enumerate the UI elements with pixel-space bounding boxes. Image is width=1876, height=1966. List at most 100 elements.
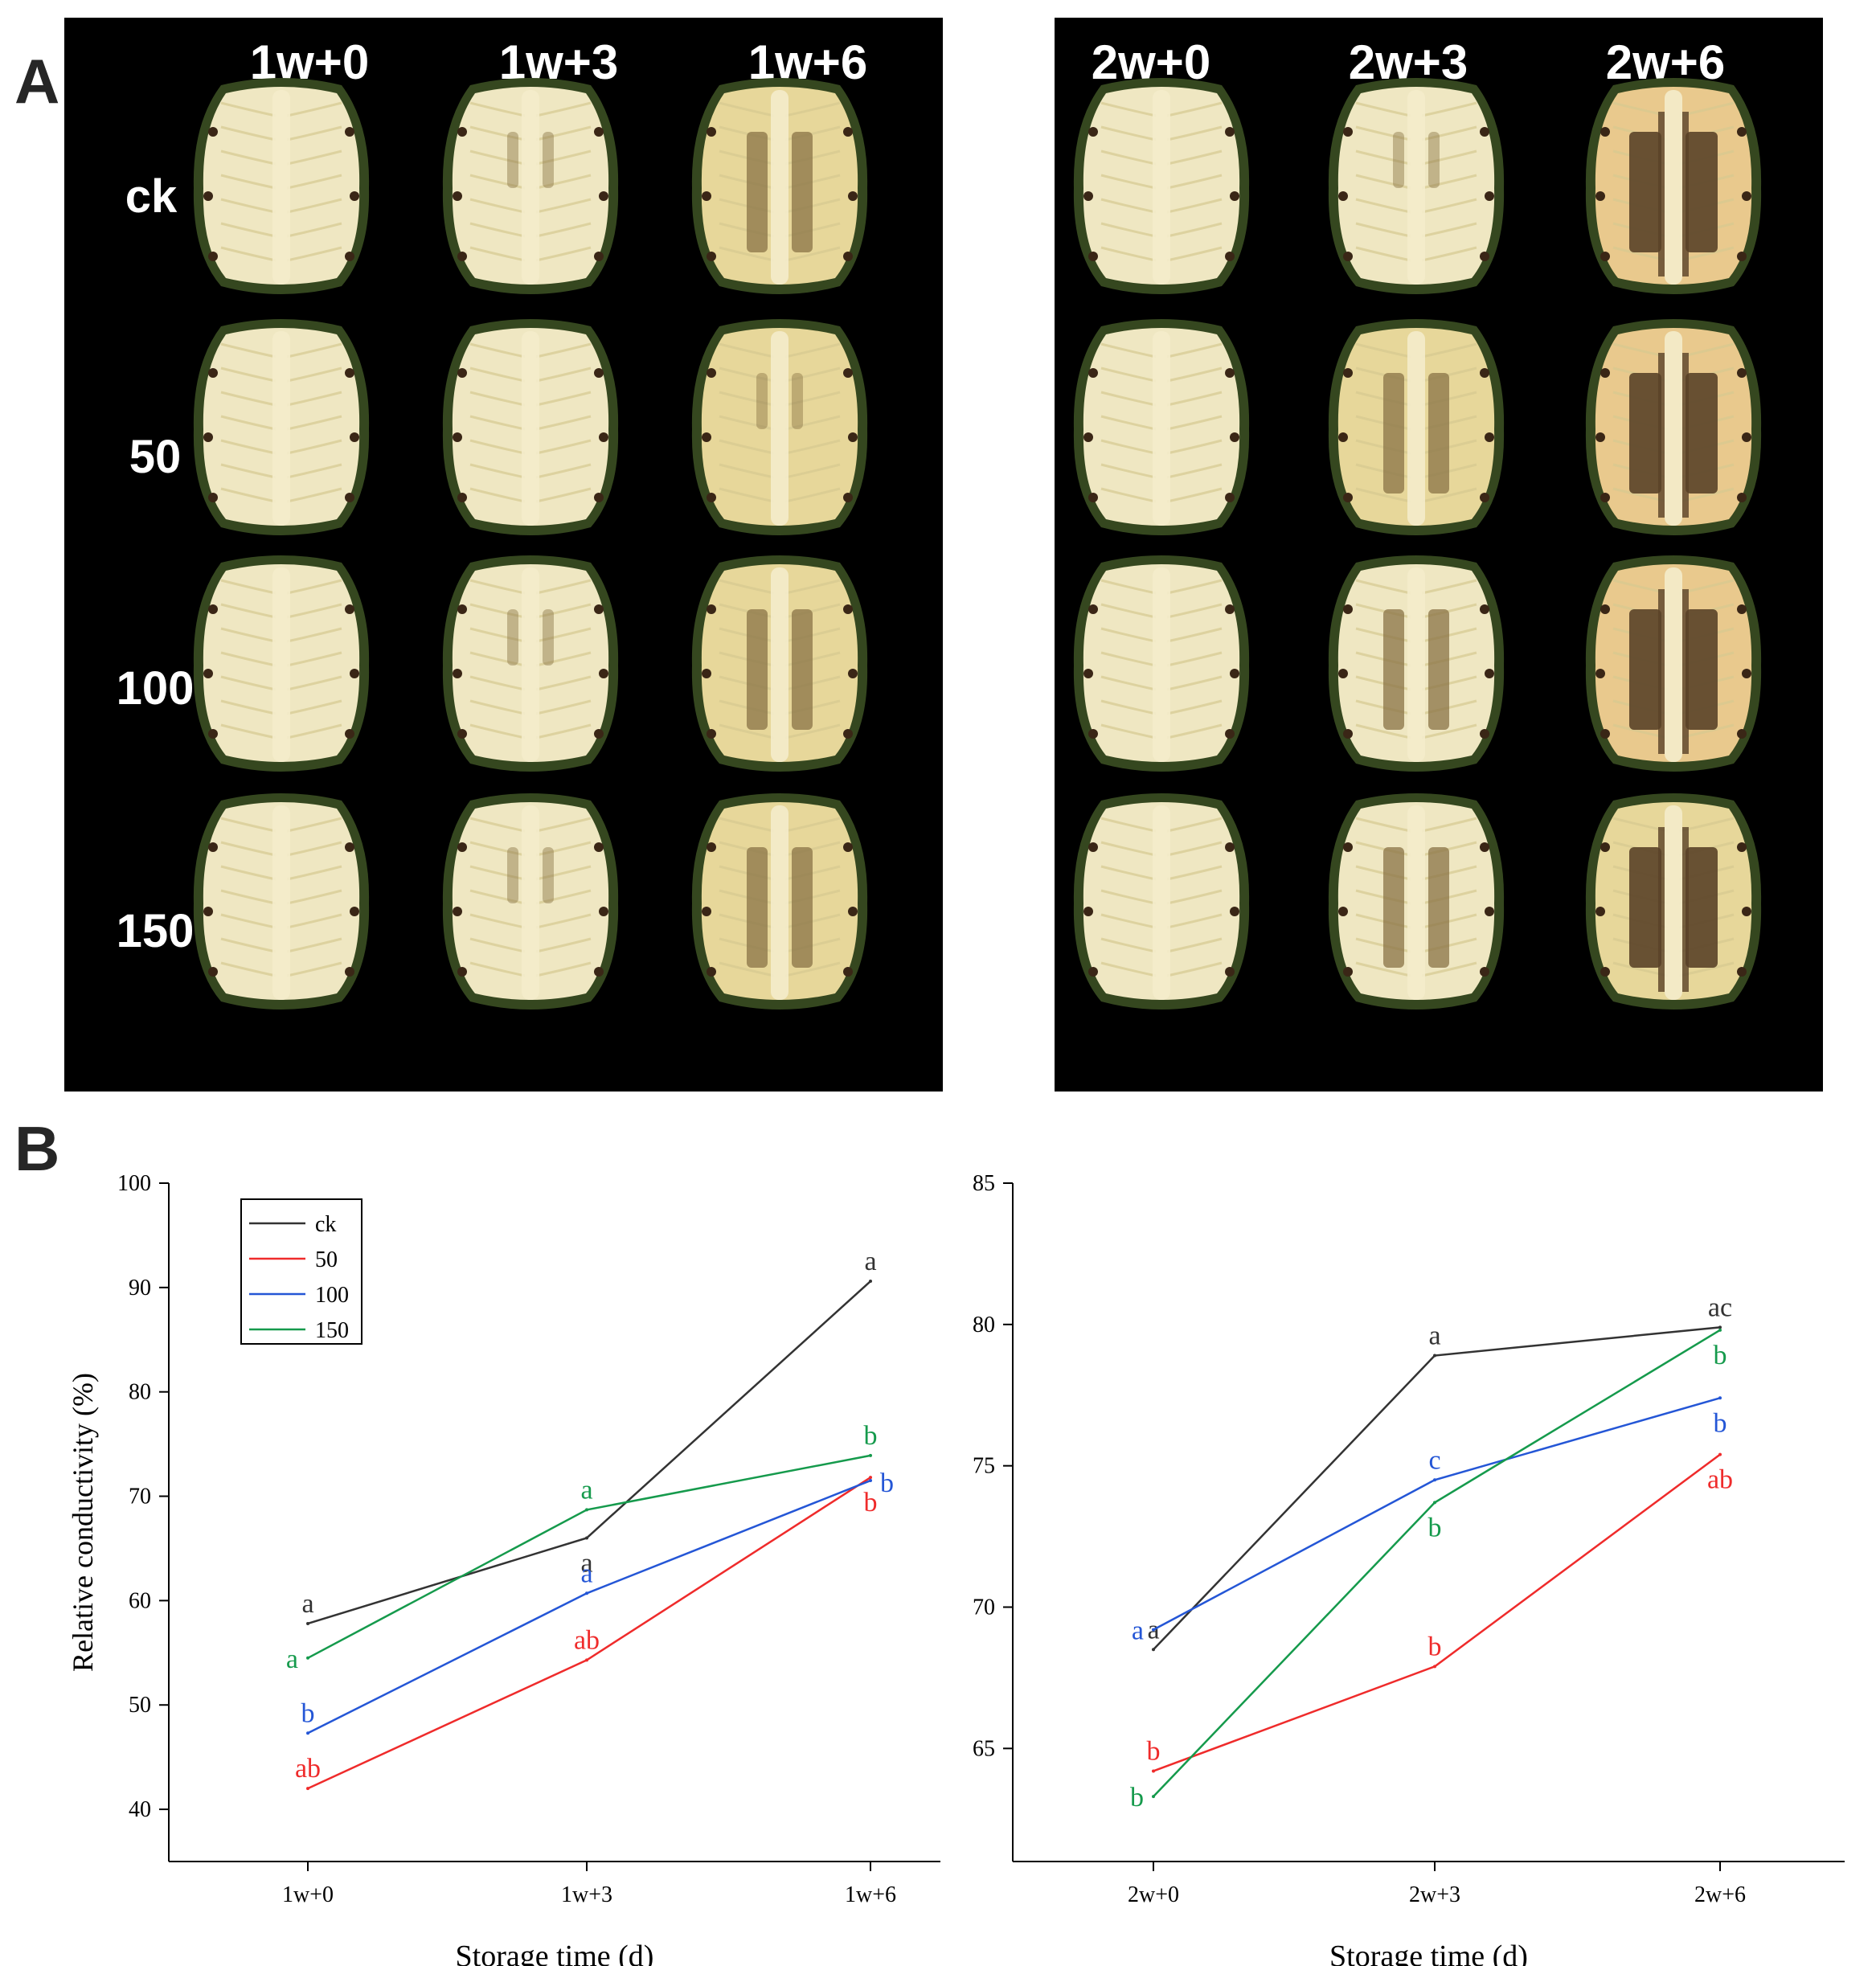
data-point-50: [1433, 1665, 1436, 1669]
panel-b-letter: B: [14, 1113, 60, 1184]
pineapple-1w-row3-col0: [193, 793, 370, 1010]
x-tick-label: 2w+0: [1128, 1882, 1179, 1907]
data-point-50: [1718, 1452, 1722, 1456]
significance-label-100: b: [301, 1698, 315, 1728]
pineapple-2w-row1-col1: [1328, 319, 1505, 535]
data-point-100: [585, 1591, 588, 1595]
x-tick-label: 2w+3: [1409, 1882, 1460, 1907]
pineapple-2w-row2-col2: [1585, 555, 1762, 772]
significance-label-ck: a: [1428, 1321, 1440, 1351]
data-point-150: [1718, 1328, 1722, 1332]
x-tick-label: 2w+6: [1694, 1882, 1746, 1907]
data-point-100: [1718, 1396, 1722, 1400]
y-tick-label: 60: [129, 1588, 151, 1613]
photo-panel-2w: 2w+0 2w+3 2w+6: [1055, 18, 1823, 1092]
pineapple-2w-row2-col1: [1328, 555, 1505, 772]
x-axis-label: Storage time (d): [456, 1939, 654, 1966]
significance-label-100: b: [880, 1468, 894, 1498]
pineapple-1w-row3-col1: [442, 793, 619, 1010]
data-point-150: [1152, 1795, 1155, 1799]
pineapple-1w-row0-col1: [442, 78, 619, 294]
significance-label-150: b: [1714, 1341, 1727, 1370]
data-point-150: [1433, 1501, 1436, 1505]
series-line-150: [1153, 1329, 1721, 1797]
panel-a-letter: A: [14, 46, 60, 117]
data-point-50: [869, 1476, 872, 1480]
significance-label-ck: a: [864, 1247, 876, 1276]
y-axis-label: Relative conductivity (%): [67, 1373, 99, 1672]
data-point-100: [306, 1731, 309, 1735]
y-tick-label: 40: [129, 1797, 151, 1822]
row-label-ck: ck: [125, 170, 178, 223]
y-tick-label: 80: [129, 1380, 151, 1405]
pineapple-2w-row3-col1: [1328, 793, 1505, 1010]
y-tick-label: 70: [129, 1485, 151, 1509]
legend: ck 50 100 150: [240, 1198, 363, 1345]
significance-label-150: b: [1130, 1783, 1144, 1812]
x-tick-label: 1w+6: [845, 1882, 896, 1907]
pineapple-1w-row0-col2: [691, 78, 868, 294]
y-tick-label: 85: [973, 1171, 995, 1196]
significance-label-ck: a: [301, 1589, 313, 1619]
series-line-100: [307, 1479, 871, 1735]
pineapple-1w-row1-col2: [691, 319, 868, 535]
relative-conductivity-chart-2w: 65 70 75 80 85 2w+0 2w+3 2w+6 Storage time (d) a a…: [973, 1171, 1845, 1966]
axes: [168, 1183, 940, 1862]
y-tick-label: 100: [117, 1171, 151, 1196]
significance-label-50: ab: [1707, 1465, 1733, 1495]
pineapple-2w-row0-col1: [1328, 78, 1505, 294]
data-point-ck: [869, 1280, 872, 1284]
data-point-ck: [1718, 1325, 1722, 1329]
data-point-ck: [306, 1621, 309, 1625]
significance-label-50: b: [1428, 1632, 1442, 1661]
data-point-150: [869, 1453, 872, 1457]
significance-label-150: b: [864, 1421, 878, 1451]
data-point-50: [585, 1658, 588, 1662]
y-tick-label: 65: [973, 1736, 995, 1761]
y-tick-label: 75: [973, 1454, 995, 1479]
pineapple-2w-row0-col0: [1073, 78, 1250, 294]
row-label-150: 150: [116, 905, 195, 957]
significance-label-150: a: [580, 1475, 592, 1505]
data-point-50: [1152, 1769, 1155, 1773]
significance-label-100: a: [1132, 1616, 1144, 1646]
pineapple-2w-row1-col2: [1585, 319, 1762, 535]
significance-label-50: ab: [295, 1754, 321, 1784]
series-line-ck: [1153, 1326, 1721, 1651]
x-tick-label: 1w+3: [561, 1882, 612, 1907]
x-axis-label: Storage time (d): [1329, 1939, 1528, 1966]
significance-label-50: b: [1147, 1736, 1161, 1766]
y-tick-label: 50: [129, 1693, 151, 1718]
significance-label-50: b: [864, 1488, 878, 1518]
legend-label-150: 150: [315, 1318, 349, 1343]
y-tick-label: 80: [973, 1313, 995, 1337]
data-point-150: [306, 1656, 309, 1660]
pineapple-2w-row1-col0: [1073, 319, 1250, 535]
data-point-100: [1433, 1478, 1436, 1482]
pineapple-2w-row0-col2: [1585, 78, 1762, 294]
pineapple-1w-row0-col0: [193, 78, 370, 294]
y-tick-label: 70: [973, 1595, 995, 1620]
significance-label-150: b: [1428, 1513, 1442, 1542]
pineapple-1w-row2-col1: [442, 555, 619, 772]
photo-panel-1w: 1w+0 1w+3 1w+6 ck 50 100 150: [64, 18, 943, 1092]
pineapple-2w-row2-col0: [1073, 555, 1250, 772]
data-point-150: [585, 1508, 588, 1512]
pineapple-1w-row1-col1: [442, 319, 619, 535]
data-point-ck: [1433, 1354, 1436, 1358]
legend-label-ck: ck: [315, 1212, 336, 1237]
significance-label-100: c: [1428, 1445, 1440, 1475]
pineapple-1w-row2-col0: [193, 555, 370, 772]
legend-label-50: 50: [315, 1247, 338, 1272]
significance-label-ck: ac: [1708, 1292, 1732, 1322]
row-label-50: 50: [129, 431, 182, 483]
pineapple-1w-row3-col2: [691, 793, 868, 1010]
pineapple-1w-row2-col2: [691, 555, 868, 772]
significance-label-ck: a: [580, 1548, 592, 1578]
x-tick-label: 1w+0: [282, 1882, 334, 1907]
data-point-ck: [585, 1536, 588, 1540]
pineapple-2w-row3-col2: [1585, 793, 1762, 1010]
pineapple-2w-row3-col0: [1073, 793, 1250, 1010]
significance-label-100: a: [580, 1558, 592, 1588]
significance-label-150: a: [286, 1644, 298, 1674]
